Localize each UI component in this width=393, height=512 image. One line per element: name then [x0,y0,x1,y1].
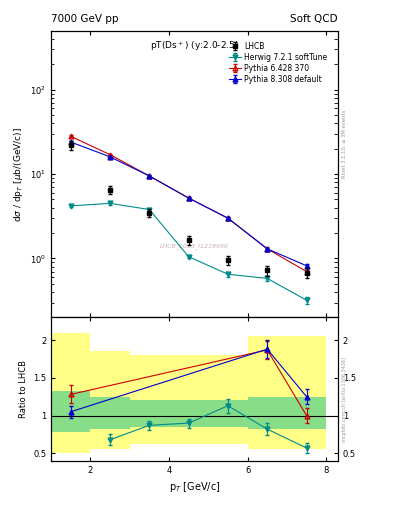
Text: 7000 GeV pp: 7000 GeV pp [51,13,119,24]
X-axis label: p$_T$ [GeV/c]: p$_T$ [GeV/c] [169,480,220,494]
Y-axis label: d$\sigma$ / dp$_T$ [$\mu$b/(GeV/c)]: d$\sigma$ / dp$_T$ [$\mu$b/(GeV/c)] [12,126,25,222]
Text: LHCB_2013_I1218996: LHCB_2013_I1218996 [160,243,229,249]
Text: mcplots.cern.ch [arXiv:1306.3436]: mcplots.cern.ch [arXiv:1306.3436] [342,357,347,442]
Text: Rivet 3.1.10, ≥ 3M events: Rivet 3.1.10, ≥ 3M events [342,109,347,178]
Text: pT(Ds$^+$) (y:2.0-2.5): pT(Ds$^+$) (y:2.0-2.5) [150,39,239,53]
Legend: LHCB, Herwig 7.2.1 softTune, Pythia 6.428 370, Pythia 8.308 default: LHCB, Herwig 7.2.1 softTune, Pythia 6.42… [228,40,329,85]
Y-axis label: Ratio to LHCB: Ratio to LHCB [18,360,28,418]
Text: Soft QCD: Soft QCD [290,13,338,24]
